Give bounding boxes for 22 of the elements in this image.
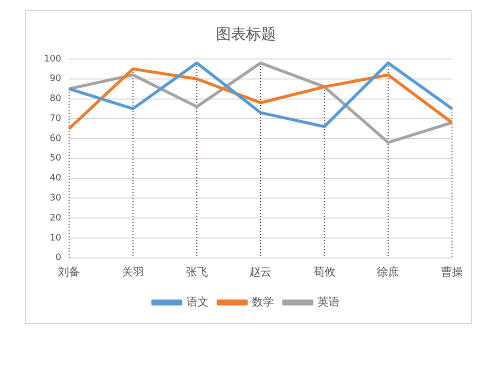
- x-tick-label: 张飞: [186, 265, 208, 278]
- y-tick-label: 20: [50, 213, 62, 224]
- y-tick-label: 0: [55, 253, 62, 264]
- y-tick-label: 80: [50, 94, 62, 104]
- x-tick-label: 徐庶: [377, 265, 400, 278]
- y-tick-label: 10: [50, 233, 62, 244]
- y-tick-label: 70: [50, 114, 62, 124]
- chart-title: 图表标题: [216, 24, 276, 43]
- y-tick-label: 50: [50, 154, 62, 164]
- y-tick-label: 100: [44, 54, 62, 64]
- legend-label: 语文: [186, 295, 208, 308]
- x-tick-label: 赵云: [250, 265, 272, 278]
- x-tick-label: 曹操: [441, 265, 463, 278]
- legend-label: 英语: [317, 295, 340, 308]
- y-tick-label: 90: [50, 74, 62, 84]
- x-tick-label: 刘备: [58, 265, 80, 278]
- y-tick-label: 40: [50, 174, 62, 184]
- x-tick-label: 关羽: [122, 265, 144, 278]
- x-tick-label: 荀攸: [313, 265, 336, 278]
- legend-label: 数学: [252, 295, 274, 308]
- y-tick-label: 60: [50, 134, 62, 144]
- y-tick-label: 30: [50, 194, 62, 204]
